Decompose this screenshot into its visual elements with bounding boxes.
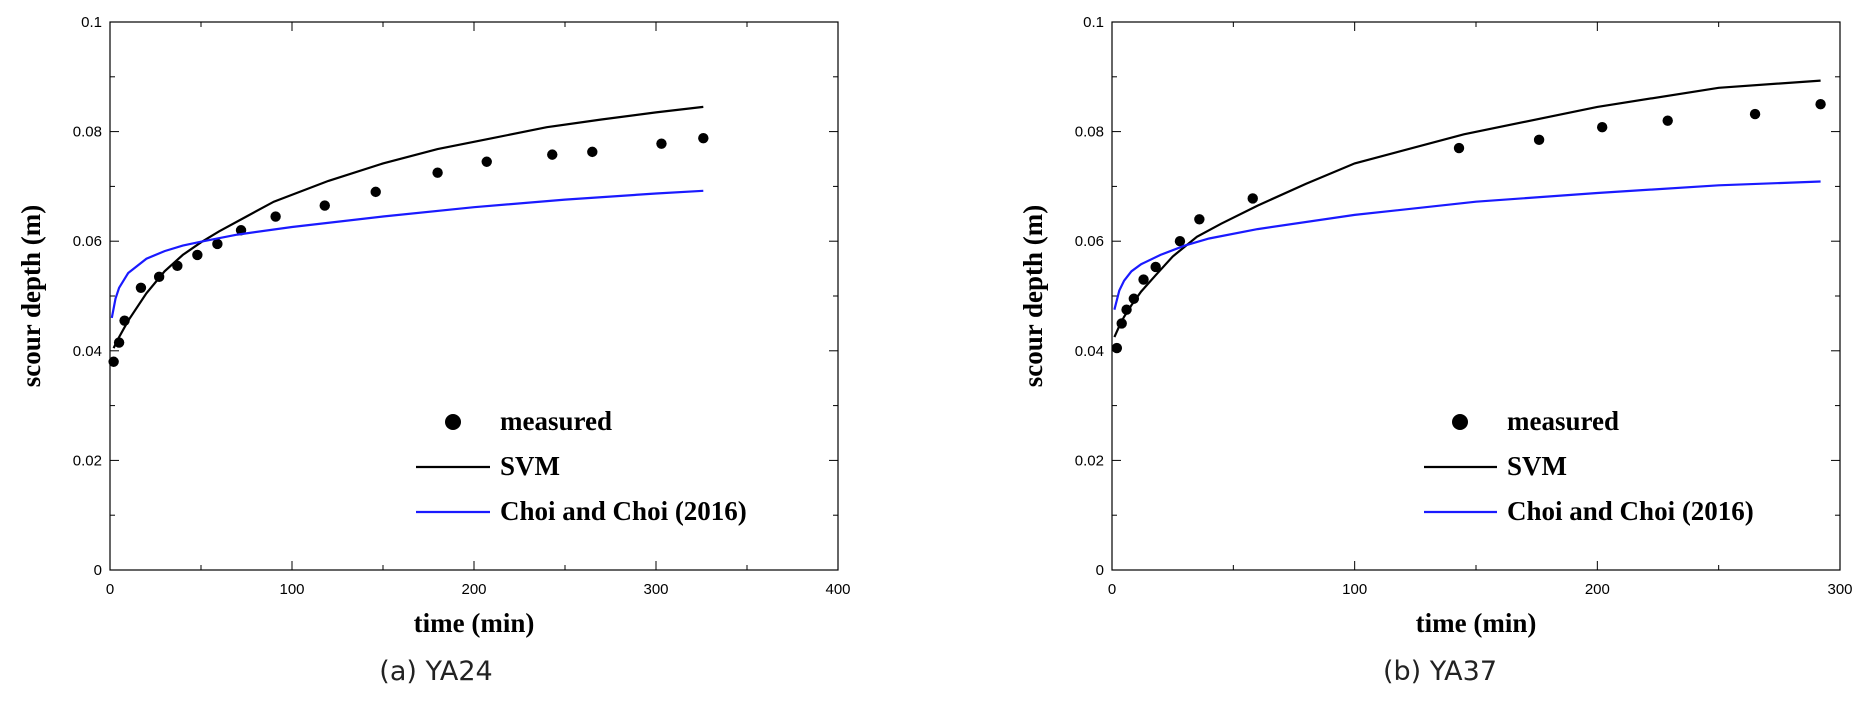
panel-b: 0 100 200 300 0 0.02 0.04 0.06 0.08 0.1 time (min)… (1018, 14, 1853, 687)
measured-point (481, 156, 492, 167)
x-tick-label: 100 (279, 581, 304, 598)
measured-point (108, 356, 119, 367)
x-tick-label: 200 (1585, 581, 1610, 598)
y-tick-label: 0.02 (73, 452, 102, 469)
series-line-choi (110, 189, 704, 319)
y-tick-label: 0.06 (1075, 233, 1104, 250)
panel-caption: (a) YA24 (379, 656, 492, 687)
measured-point (1596, 122, 1608, 133)
y-tick-label: 0 (1096, 562, 1104, 579)
measured-point (656, 138, 667, 149)
measured-point (432, 167, 443, 178)
y-tick-label: 0 (94, 562, 102, 579)
measured-point (698, 132, 709, 144)
y-tick-label: 0.04 (73, 343, 102, 360)
x-tick-label: 100 (1342, 581, 1367, 598)
measured-point (212, 238, 223, 250)
series-line-svm (112, 105, 704, 349)
x-tick-label: 200 (461, 581, 486, 598)
panel-caption: (b) YA37 (1383, 656, 1497, 687)
measured-point (192, 249, 203, 261)
measured-point (1749, 108, 1761, 120)
measured-point (1128, 293, 1140, 304)
measured-point (1533, 134, 1545, 146)
measured-point (1150, 261, 1161, 273)
y-tick-label: 0.08 (1075, 124, 1104, 141)
measured-point (1138, 274, 1149, 285)
series-line-choi (1113, 180, 1821, 310)
measured-point (135, 282, 147, 293)
legend-marker-measured (1452, 414, 1468, 430)
measured-point (1111, 342, 1123, 354)
measured-point (1174, 236, 1186, 247)
measured-point (1194, 214, 1205, 225)
plot-frame (1111, 21, 1841, 571)
x-axis-title: time (min) (1416, 608, 1537, 638)
y-tick-label: 0.04 (1075, 343, 1104, 360)
x-tick-label: 300 (1827, 581, 1852, 598)
y-tick-label: 0.06 (73, 233, 102, 250)
y-tick-label: 0.08 (73, 124, 102, 141)
y-tick-label: 0.02 (1075, 452, 1104, 469)
legend-label: Choi and Choi (2016) (500, 496, 747, 526)
legend-label: Choi and Choi (2016) (1507, 496, 1754, 526)
plot-frame (109, 21, 839, 571)
y-tick-label: 0.1 (81, 14, 102, 31)
legend-label: SVM (500, 451, 560, 481)
y-axis-title: scour depth (m) (16, 205, 46, 388)
legend-label: measured (500, 406, 612, 436)
x-tick-label: 0 (1108, 581, 1116, 598)
x-tick-label: 300 (643, 581, 668, 598)
measured-point (370, 186, 381, 198)
x-tick-label: 0 (106, 581, 114, 598)
measured-point (1662, 115, 1673, 126)
series-line-svm (1113, 79, 1821, 338)
measured-point (1247, 193, 1258, 204)
x-tick-label: 400 (825, 581, 850, 598)
legend-label: SVM (1507, 451, 1567, 481)
measured-point (270, 211, 281, 222)
measured-point (1453, 142, 1465, 154)
measured-point (319, 200, 330, 211)
measured-point (547, 149, 558, 160)
y-tick-label: 0.1 (1083, 14, 1104, 31)
measured-point (1815, 99, 1826, 110)
panel-a: 0 100 200 300 400 0 0.02 0.04 0.06 0.08 0.1 time (m… (16, 14, 851, 687)
measured-point (587, 146, 598, 158)
legend-label: measured (1507, 406, 1619, 436)
x-axis-title: time (min) (414, 608, 535, 638)
y-axis-title: scour depth (m) (1018, 205, 1048, 388)
legend-marker-measured (445, 414, 461, 430)
